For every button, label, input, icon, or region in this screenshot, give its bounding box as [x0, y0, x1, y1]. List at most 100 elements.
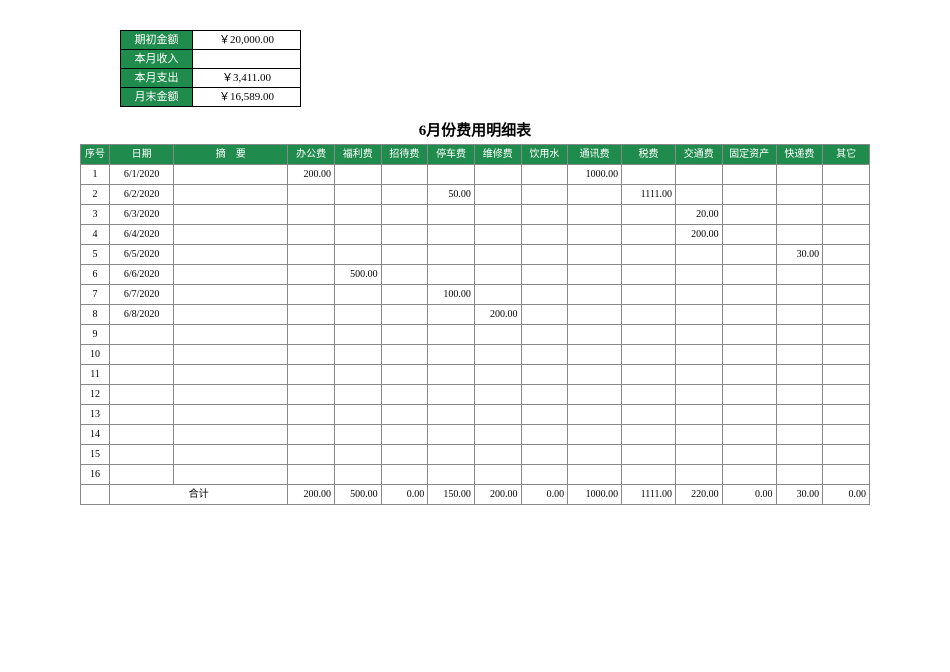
cell-value: [776, 365, 823, 385]
cell-value: [776, 265, 823, 285]
column-header: 通讯费: [568, 145, 622, 165]
cell-seq: 12: [81, 385, 110, 405]
table-row: 56/5/202030.00: [81, 245, 870, 265]
detail-table: 序号日期摘 要办公费福利费招待费停车费维修费饮用水通讯费税费交通费固定资产快递费…: [80, 144, 870, 505]
cell-value: [288, 185, 335, 205]
cell-value: [474, 165, 521, 185]
cell-summary: [174, 445, 288, 465]
cell-value: [675, 185, 722, 205]
cell-value: 500.00: [334, 265, 381, 285]
summary-row: 本月支出￥3,411.00: [121, 69, 301, 88]
cell-summary: [174, 465, 288, 485]
cell-value: [823, 445, 870, 465]
cell-value: [428, 205, 475, 225]
cell-date: 6/5/2020: [110, 245, 174, 265]
cell-value: [428, 425, 475, 445]
cell-value: [334, 185, 381, 205]
cell-value: [428, 465, 475, 485]
cell-value: [381, 165, 428, 185]
table-row: 12: [81, 385, 870, 405]
cell-seq: 16: [81, 465, 110, 485]
cell-value: [381, 265, 428, 285]
cell-value: [428, 165, 475, 185]
cell-value: [428, 265, 475, 285]
cell-value: [776, 445, 823, 465]
cell-value: [334, 445, 381, 465]
cell-value: [288, 305, 335, 325]
cell-value: [334, 405, 381, 425]
cell-summary: [174, 325, 288, 345]
cell-seq: 10: [81, 345, 110, 365]
cell-seq: 13: [81, 405, 110, 425]
cell-value: [568, 285, 622, 305]
cell-value: [521, 365, 568, 385]
cell-value: [521, 445, 568, 465]
cell-value: [381, 405, 428, 425]
cell-date: 6/1/2020: [110, 165, 174, 185]
column-header: 招待费: [381, 145, 428, 165]
cell-value: [675, 465, 722, 485]
cell-value: [474, 445, 521, 465]
cell-value: [334, 325, 381, 345]
cell-value: [622, 405, 676, 425]
cell-value: [474, 245, 521, 265]
cell-value: 200.00: [675, 225, 722, 245]
cell-value: [474, 325, 521, 345]
cell-value: [823, 305, 870, 325]
cell-value: [474, 385, 521, 405]
cell-date: 6/8/2020: [110, 305, 174, 325]
total-value: 500.00: [334, 485, 381, 505]
summary-label: 期初金额: [121, 31, 193, 50]
cell-date: 6/4/2020: [110, 225, 174, 245]
cell-date: [110, 445, 174, 465]
cell-value: [334, 385, 381, 405]
cell-value: 50.00: [428, 185, 475, 205]
cell-value: [823, 465, 870, 485]
cell-value: [521, 425, 568, 445]
table-row: 46/4/2020200.00: [81, 225, 870, 245]
column-header: 快递费: [776, 145, 823, 165]
total-value: 0.00: [722, 485, 776, 505]
cell-value: [722, 465, 776, 485]
cell-value: [722, 325, 776, 345]
cell-value: [568, 205, 622, 225]
cell-value: [381, 445, 428, 465]
cell-value: [334, 345, 381, 365]
table-row: 26/2/202050.001111.00: [81, 185, 870, 205]
summary-row: 月末金额￥16,589.00: [121, 88, 301, 107]
cell-value: [381, 245, 428, 265]
cell-summary: [174, 285, 288, 305]
cell-value: [622, 305, 676, 325]
total-value: 220.00: [675, 485, 722, 505]
cell-value: 200.00: [288, 165, 335, 185]
column-header: 税费: [622, 145, 676, 165]
cell-value: [521, 385, 568, 405]
cell-value: [521, 285, 568, 305]
summary-value: ￥3,411.00: [193, 69, 301, 88]
cell-summary: [174, 425, 288, 445]
cell-summary: [174, 385, 288, 405]
cell-value: [521, 205, 568, 225]
cell-value: [622, 225, 676, 245]
cell-value: [722, 265, 776, 285]
cell-value: [568, 305, 622, 325]
cell-value: [622, 465, 676, 485]
cell-value: [568, 225, 622, 245]
cell-value: [622, 445, 676, 465]
table-row: 16/1/2020200.001000.00: [81, 165, 870, 185]
cell-value: [568, 345, 622, 365]
page-title: 6月份费用明细表: [80, 119, 870, 140]
total-value: 150.00: [428, 485, 475, 505]
cell-value: [474, 285, 521, 305]
cell-seq: 1: [81, 165, 110, 185]
cell-value: [823, 325, 870, 345]
cell-date: [110, 385, 174, 405]
cell-seq: 5: [81, 245, 110, 265]
total-value: 200.00: [474, 485, 521, 505]
cell-value: [381, 425, 428, 445]
cell-value: [722, 185, 776, 205]
cell-summary: [174, 265, 288, 285]
cell-date: 6/7/2020: [110, 285, 174, 305]
cell-summary: [174, 345, 288, 365]
cell-date: 6/3/2020: [110, 205, 174, 225]
